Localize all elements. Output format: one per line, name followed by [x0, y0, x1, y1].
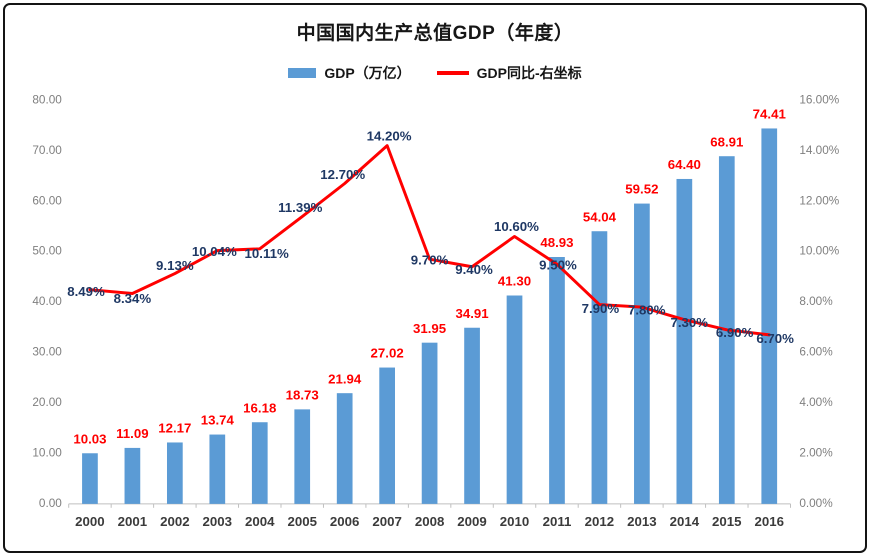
- growth-point-label: 9.70%: [411, 253, 449, 268]
- left-axis-tick-label: 50.00: [32, 245, 62, 258]
- gdp-bar-label: 68.91: [710, 134, 743, 149]
- gdp-bar: [634, 203, 650, 504]
- gdp-bar-label: 64.40: [668, 157, 701, 172]
- left-axis-tick-label: 30.00: [32, 346, 62, 359]
- right-axis-tick-label: 6.00%: [799, 346, 833, 359]
- x-axis-label: 2014: [670, 514, 700, 529]
- gdp-bar-label: 34.91: [455, 306, 488, 321]
- gdp-bar-label: 13.74: [201, 413, 235, 428]
- gdp-bar-label: 31.95: [413, 321, 446, 336]
- gdp-bar: [549, 257, 565, 504]
- gdp-bar-label: 48.93: [540, 235, 573, 250]
- x-axis-label: 2002: [160, 514, 189, 529]
- gdp-bar: [591, 231, 608, 504]
- x-axis-label: 2011: [543, 514, 572, 529]
- right-axis-tick-label: 0.00%: [799, 497, 833, 510]
- gdp-bar-label: 27.02: [371, 346, 404, 361]
- chart-window: 80.00 70.00 60.00 50.00 40.00 30.00 20.00 10.00…: [3, 3, 867, 553]
- gdp-bar-label: 59.52: [625, 182, 658, 197]
- growth-point-label: 9.50%: [539, 258, 577, 273]
- gdp-bar-label: 11.09: [116, 426, 148, 441]
- growth-point-label: 10.60%: [494, 219, 539, 234]
- growth-line: [88, 144, 771, 337]
- legend-line-swatch-icon: [436, 71, 469, 75]
- growth-point-label: 10.11%: [245, 246, 289, 261]
- right-axis-tick-label: 4.00%: [799, 396, 833, 409]
- legend-item-gdp: GDP（万亿）: [288, 63, 411, 83]
- growth-point-label: 9.13%: [156, 258, 194, 273]
- legend-item-growth: GDP同比-右坐标: [436, 63, 582, 83]
- legend: GDP（万亿） GDP同比-右坐标: [5, 63, 865, 83]
- gdp-bar: [421, 342, 438, 504]
- x-axis-label: 2006: [330, 514, 359, 529]
- left-axis-tick-label: 10.00: [32, 447, 62, 460]
- gdp-bar-label: 18.73: [286, 388, 319, 403]
- right-axis-tick-label: 10.00%: [799, 245, 839, 258]
- growth-point-label: 7.80%: [628, 303, 666, 318]
- growth-point-label: 7.30%: [670, 315, 708, 330]
- gdp-bar: [506, 295, 523, 504]
- growth-point-label: 7.90%: [582, 301, 620, 316]
- legend-gdp-label: GDP（万亿）: [324, 65, 411, 81]
- right-axis-tick-label: 2.00%: [799, 447, 833, 460]
- growth-point-label: 8.49%: [67, 284, 105, 299]
- gdp-bar-label: 16.18: [243, 400, 276, 415]
- legend-bar-swatch-icon: [288, 68, 317, 78]
- gdp-bar: [379, 367, 395, 504]
- growth-point-label: 9.40%: [455, 262, 493, 277]
- left-axis-tick-label: 40.00: [32, 295, 62, 308]
- x-axis-label: 2008: [415, 514, 444, 529]
- growth-point-label: 8.34%: [114, 291, 152, 306]
- x-axis-label: 2010: [500, 514, 529, 529]
- x-axis-label: 2003: [203, 514, 232, 529]
- gdp-bar: [336, 393, 353, 504]
- growth-point-label: 10.04%: [192, 244, 237, 259]
- gdp-bar: [761, 128, 778, 504]
- left-axis-tick-label: 60.00: [32, 194, 62, 207]
- gdp-bar: [251, 422, 268, 504]
- right-axis-tick-label: 8.00%: [799, 295, 833, 308]
- growth-point-label: 14.20%: [367, 128, 412, 143]
- gdp-bar: [82, 453, 98, 504]
- left-axis-tick-label: 70.00: [32, 144, 62, 157]
- gdp-bar: [294, 409, 311, 504]
- right-axis-tick-label: 14.00%: [799, 144, 839, 157]
- right-axis-tick-label: 16.00%: [799, 93, 839, 106]
- legend-growth-label: GDP同比-右坐标: [476, 65, 582, 81]
- x-axis-label: 2005: [287, 514, 316, 529]
- x-axis-label: 2004: [245, 514, 275, 529]
- gdp-bar: [676, 178, 693, 504]
- x-axis-label: 2016: [755, 514, 784, 529]
- right-axis-tick-label: 12.00%: [799, 194, 839, 207]
- gdp-bar: [209, 434, 226, 504]
- gdp-bar-label: 12.17: [158, 421, 191, 436]
- gdp-bar: [166, 442, 183, 504]
- gdp-bar-label: 41.30: [498, 274, 531, 289]
- left-axis-tick-label: 80.00: [32, 93, 62, 106]
- x-axis-label: 2009: [457, 514, 486, 529]
- x-axis-label: 2015: [712, 514, 741, 529]
- gdp-bar: [464, 327, 480, 504]
- growth-point-label: 11.39%: [278, 200, 322, 215]
- gdp-bar-label: 74.41: [753, 107, 786, 122]
- growth-point-label: 12.70%: [320, 167, 365, 182]
- left-axis-tick-label: 0.00: [39, 497, 62, 510]
- gdp-bar-label: 21.94: [328, 371, 362, 386]
- gdp-bar-label: 54.04: [583, 209, 617, 224]
- x-axis-label: 2012: [585, 514, 614, 529]
- chart-canvas: 80.00 70.00 60.00 50.00 40.00 30.00 20.00 10.00…: [32, 93, 839, 529]
- x-axis-label: 2000: [75, 514, 104, 529]
- gdp-bar: [124, 447, 141, 504]
- growth-point-label: 6.90%: [716, 325, 754, 340]
- gdp-bar-label: 10.03: [73, 431, 106, 446]
- x-axis-label: 2013: [627, 514, 656, 529]
- chart-title: 中国国内生产总值GDP（年度）: [296, 23, 574, 44]
- growth-point-label: 6.70%: [756, 331, 794, 346]
- x-axis-label: 2007: [372, 514, 401, 529]
- x-axis-label: 2001: [118, 514, 147, 529]
- left-axis-tick-label: 20.00: [32, 396, 62, 409]
